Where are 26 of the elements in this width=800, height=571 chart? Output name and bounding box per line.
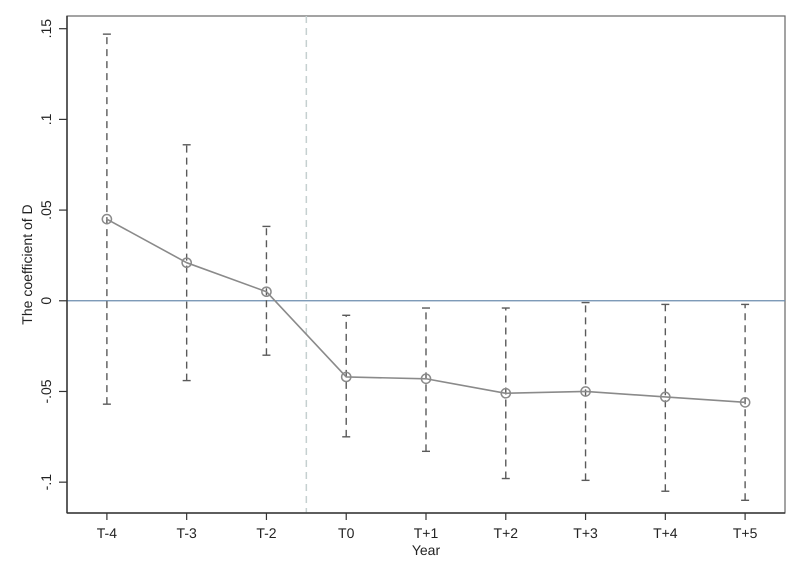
point [181, 257, 192, 268]
point [340, 372, 352, 382]
x-tick-label: T+2 [494, 525, 518, 541]
x-tick-label: T+5 [732, 525, 758, 541]
x-tick-label: T-2 [256, 525, 277, 541]
x-tick-label: T+1 [414, 525, 438, 541]
y-tick-label: -.05 [38, 379, 54, 404]
x-tick-label: T0 [338, 525, 355, 541]
y-tick-label: -.1 [38, 474, 54, 490]
point [580, 386, 591, 397]
y-tick-label: 0 [38, 296, 54, 305]
y-tick-label: .05 [38, 200, 54, 220]
y-axis-title: The coefficient of D [19, 204, 35, 325]
point [740, 397, 750, 408]
point [500, 388, 512, 399]
point [261, 286, 272, 298]
point [660, 392, 671, 402]
point [420, 373, 432, 384]
x-tick-label: T-3 [176, 525, 197, 541]
y-tick-label: .15 [38, 18, 54, 38]
point [102, 214, 112, 225]
x-axis-title: Year [412, 542, 440, 558]
y-tick-label: .1 [38, 113, 54, 126]
x-tick-label: T+3 [573, 525, 598, 541]
x-tick-label: T-4 [96, 525, 118, 541]
x-tick-label: T+4 [653, 525, 678, 541]
